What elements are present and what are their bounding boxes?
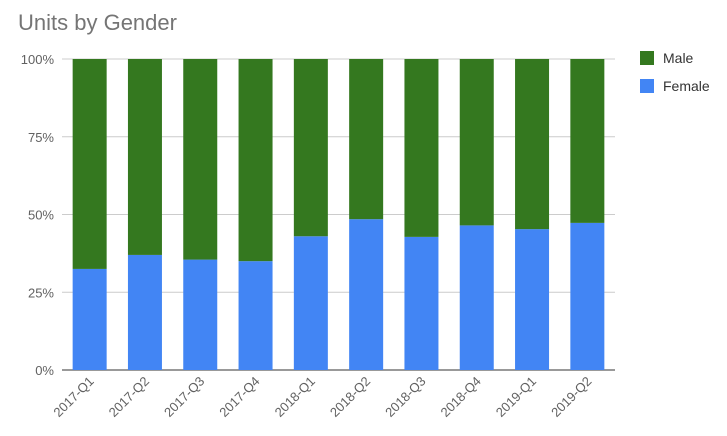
x-tick-label: 2018-Q3: [382, 374, 428, 420]
bar-female: [293, 236, 328, 370]
bar-male: [404, 59, 439, 237]
bar-female: [459, 225, 494, 370]
y-tick-label: 0%: [35, 363, 54, 378]
x-tick-label: 2018-Q4: [437, 374, 483, 420]
x-tick-label: 2019-Q2: [548, 374, 594, 420]
x-tick-label: 2019-Q1: [493, 374, 539, 420]
x-tick-label: 2017-Q4: [216, 374, 262, 420]
bar-male: [515, 59, 550, 230]
y-tick-label: 100%: [21, 52, 55, 67]
bar-male: [349, 59, 384, 220]
bar-female: [515, 229, 550, 370]
bar-male: [238, 59, 273, 262]
y-tick-label: 50%: [28, 208, 54, 223]
bar-female: [183, 259, 218, 370]
bars: [72, 59, 605, 370]
x-tick-label: 2017-Q2: [106, 374, 152, 420]
bar-male: [459, 59, 494, 226]
legend-swatch-female: [640, 79, 654, 93]
bar-male: [570, 59, 605, 223]
x-tick-label: 2017-Q1: [50, 374, 96, 420]
bar-female: [404, 236, 439, 370]
y-axis-ticks: 0% 25% 50% 75% 100%: [21, 52, 55, 378]
bar-female: [349, 219, 384, 370]
bar-female: [570, 222, 605, 370]
x-tick-label: 2018-Q1: [272, 374, 318, 420]
chart-title: Units by Gender: [18, 10, 177, 35]
bar-male: [127, 59, 162, 255]
bar-female: [72, 268, 107, 370]
bar-female: [238, 261, 273, 370]
x-tick-label: 2017-Q3: [161, 374, 207, 420]
bar-male: [72, 59, 107, 269]
legend-label-female: Female: [663, 78, 710, 94]
bar-male: [183, 59, 218, 260]
legend-label-male: Male: [663, 50, 694, 66]
x-axis-ticks: 2017-Q1 2017-Q2 2017-Q3 2017-Q4 2018-Q1 2018-…: [50, 374, 594, 420]
legend-swatch-male: [640, 51, 654, 65]
x-tick-label: 2018-Q2: [327, 374, 373, 420]
legend: Male Female: [640, 50, 710, 94]
y-tick-label: 75%: [28, 130, 54, 145]
y-tick-label: 25%: [28, 285, 54, 300]
bar-female: [127, 254, 162, 370]
bar-male: [293, 59, 328, 237]
